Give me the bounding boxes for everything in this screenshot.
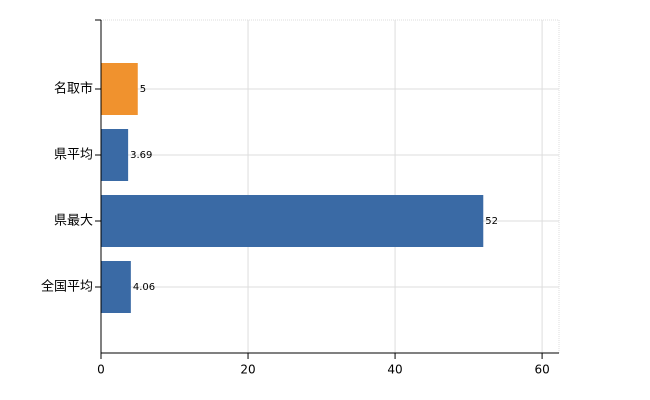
y-tick-label: 名取市 [54,81,93,97]
x-tick-label: 40 [387,363,402,377]
value-label: 5 [140,84,146,95]
x-tick-label: 60 [534,363,549,377]
bar [101,129,129,181]
x-tick-label: 20 [240,363,255,377]
value-label: 4.06 [133,282,155,293]
bar [101,261,131,313]
y-tick-label: 全国平均 [41,279,93,295]
y-tick-label: 県最大 [54,214,93,229]
bar [101,195,484,247]
x-tick-label: 0 [97,363,105,377]
y-tick-label: 県平均 [54,148,93,163]
value-label: 3.69 [130,150,152,161]
bar [101,63,138,115]
value-label: 52 [485,216,498,227]
